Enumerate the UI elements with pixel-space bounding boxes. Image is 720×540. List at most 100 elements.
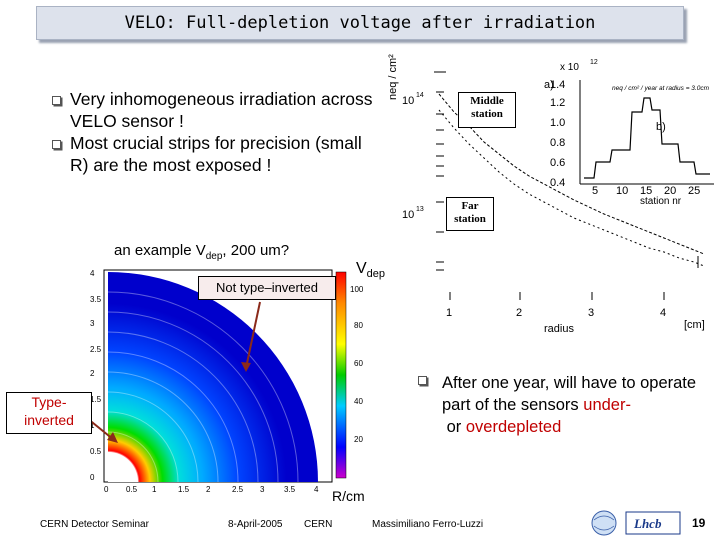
map-y-tick: 1.5 [90, 395, 102, 404]
flux-y-axis-label: neq / cm² per year [387, 52, 399, 100]
bullet-text: Most crucial strips for precision (small… [70, 133, 362, 175]
flux-curve-upper [438, 93, 705, 255]
slide-title: VELO: Full-depletion voltage after irrad… [124, 13, 596, 33]
map-x-tick: 3 [260, 485, 265, 494]
inset-x-axis-label: station nr [640, 196, 682, 207]
map-y-tick: 3 [90, 319, 95, 328]
panel-a-label: a) [544, 79, 554, 91]
inset-y-tick: 1.4 [550, 79, 565, 91]
inset-x-tick: 10 [616, 185, 628, 197]
map-y-tick: 0 [90, 473, 95, 482]
color-bar-tick: 40 [354, 397, 363, 406]
footer-date: 8-April-2005 [228, 519, 283, 530]
color-bar-tick: 100 [350, 285, 364, 294]
flux-x-tick: 3 [588, 307, 594, 319]
type-inverted-arrowhead [107, 432, 118, 443]
flux-curve-lower [438, 109, 705, 267]
flux-x-axis-ticks [449, 256, 699, 300]
title-bar: VELO: Full-depletion voltage after irrad… [36, 6, 684, 40]
globe-icon [591, 510, 617, 536]
color-bar [335, 271, 347, 479]
inset-y-tick-labels: 1.4 1.2 1.0 0.8 0.6 0.4 [550, 79, 565, 189]
map-quarter-disc [108, 272, 318, 482]
example-subscript: dep [205, 251, 223, 262]
bullet-square-icon [418, 376, 427, 385]
overdepleted-text: overdepleted [465, 418, 562, 436]
vdep-subscript: dep [366, 268, 386, 281]
inset-y-tick: 0.8 [550, 137, 565, 149]
not-type-inverted-label: Not type–inverted [198, 276, 336, 300]
inset-exponent-power: 12 [590, 59, 598, 66]
inset-exponent-label: x 10 [560, 62, 579, 73]
bullet-item: Very inhomogeneous irradiation across VE… [52, 88, 382, 132]
map-x-tick: 0 [104, 485, 109, 494]
map-y-tick: 0.5 [90, 447, 102, 456]
bullet-list: Very inhomogeneous irradiation across VE… [52, 88, 382, 176]
map-y-tick: 4 [90, 269, 95, 278]
map-x-tick-labels: 0 0.5 1 1.5 2 2.5 3 3.5 4 [104, 485, 319, 494]
inset-y-tick: 1.2 [550, 97, 565, 109]
y-tick-1e14: 10 [402, 95, 414, 107]
vdep-colorbar-label: Vdep [356, 260, 385, 280]
inset-y-tick: 0.6 [550, 157, 565, 169]
right-bullet: After one year, will have to operate par… [418, 372, 710, 438]
lhcb-logo: Lhcb [591, 510, 681, 536]
flux-x-axis-unit: [cm] [684, 319, 705, 331]
inset-x-tick: 20 [664, 185, 676, 197]
vdep-text: V [356, 260, 367, 277]
color-bar-tick: 80 [354, 321, 363, 330]
map-y-tick: 2 [90, 369, 95, 378]
or-text: or [442, 418, 466, 436]
map-x-tick: 4 [314, 485, 319, 494]
example-text: an example V [114, 242, 206, 259]
panel-b-label: b) [656, 121, 666, 133]
flux-x-axis-label: radius [544, 323, 574, 335]
color-bar-tick-labels: 100 80 60 40 20 [350, 285, 364, 444]
flux-x-tick: 4 [660, 307, 666, 319]
flux-y-axis-ticks [434, 71, 446, 271]
map-y-tick: 1 [90, 421, 95, 430]
map-y-tick-labels: 4 3.5 3 2.5 2 1.5 1 0.5 0 [90, 269, 102, 482]
bullet-text: Very inhomogeneous irradiation across VE… [70, 89, 373, 131]
inset-curve [584, 97, 710, 179]
inset-x-tick: 25 [688, 185, 700, 197]
inset-x-tick-labels: 5 10 15 20 25 [592, 185, 700, 197]
map-y-tick: 2.5 [90, 345, 102, 354]
page-number: 19 [692, 516, 706, 530]
color-bar-tick: 60 [354, 359, 363, 368]
map-x-axis-label: R/cm [332, 488, 365, 504]
map-x-tick: 0.5 [126, 485, 138, 494]
map-x-tick: 2.5 [232, 485, 244, 494]
type-inverted-label: Type-inverted [6, 392, 92, 434]
map-x-tick: 1.5 [178, 485, 190, 494]
footer-seminar: CERN Detector Seminar [40, 519, 149, 530]
y-tick-1e14-exp: 14 [416, 92, 424, 99]
not-inverted-arrow [245, 301, 261, 369]
flux-vs-radius-plot: neq / cm² per year a) b) x 10 12 neq / c… [387, 52, 714, 335]
inset-axes [579, 80, 714, 185]
map-x-tick: 1 [152, 485, 157, 494]
footer-place: CERN [304, 519, 333, 530]
map-x-tick: 2 [206, 485, 211, 494]
inset-y-tick: 0.4 [550, 177, 565, 189]
right-bullet-text: After one year, will have to operate par… [442, 374, 697, 414]
flux-x-tick-labels: 1 2 3 4 [446, 307, 666, 319]
inset-x-tick: 5 [592, 185, 598, 197]
inset-legend: neq / cm² / year at radius = 3.0cm [612, 85, 710, 92]
depletion-voltage-map: 4 3.5 3 2.5 2 1.5 1 0.5 0 0 0.5 1 1.5 2 … [81, 269, 364, 494]
map-inner-hole [108, 452, 138, 482]
y-tick-1e13: 10 [402, 209, 414, 221]
example-text-rest: , 200 um? [222, 242, 290, 259]
bullet-item: Most crucial strips for precision (small… [52, 132, 382, 176]
far-station-label: Far station [446, 197, 494, 231]
example-vdep-label: an example Vdep, 200 um? [114, 242, 289, 262]
inset-y-tick: 1.0 [550, 117, 565, 129]
color-bar-tick: 20 [354, 435, 363, 444]
map-contours [107, 291, 299, 483]
bullet-square-icon [52, 140, 61, 149]
middle-station-label: Middle station [458, 92, 516, 128]
not-inverted-arrowhead [241, 362, 251, 372]
logo-text: Lhcb [633, 516, 662, 531]
y-tick-1e13-exp: 13 [416, 206, 424, 213]
underdepleted-text: under- [583, 396, 631, 414]
